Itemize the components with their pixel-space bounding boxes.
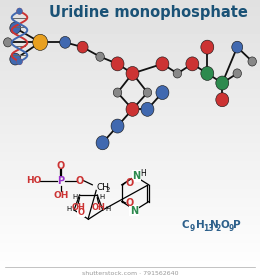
- Circle shape: [111, 119, 124, 133]
- Text: 13: 13: [203, 224, 214, 233]
- Text: O: O: [125, 178, 134, 188]
- Circle shape: [126, 66, 139, 80]
- Circle shape: [33, 34, 48, 50]
- Text: O: O: [76, 176, 84, 186]
- Text: N: N: [132, 171, 141, 181]
- Circle shape: [16, 8, 23, 15]
- Circle shape: [173, 69, 182, 78]
- Circle shape: [141, 102, 154, 116]
- Text: O: O: [57, 161, 65, 171]
- Text: Uridine monophosphate: Uridine monophosphate: [49, 5, 248, 20]
- Text: 2: 2: [106, 187, 110, 193]
- Circle shape: [233, 69, 242, 78]
- Circle shape: [156, 57, 169, 71]
- Text: N: N: [210, 220, 219, 230]
- Circle shape: [10, 22, 21, 34]
- Text: C: C: [182, 220, 190, 230]
- Circle shape: [201, 40, 214, 54]
- Text: 9: 9: [228, 224, 233, 233]
- Text: HO: HO: [26, 176, 42, 185]
- Text: O: O: [220, 220, 229, 230]
- Circle shape: [4, 38, 12, 47]
- Circle shape: [186, 57, 199, 71]
- Circle shape: [60, 36, 71, 48]
- Circle shape: [16, 58, 23, 65]
- Circle shape: [16, 8, 23, 15]
- Text: H: H: [105, 206, 110, 212]
- Text: N: N: [130, 206, 138, 216]
- Circle shape: [201, 66, 214, 80]
- Text: CH: CH: [96, 183, 109, 192]
- Text: H: H: [196, 220, 204, 230]
- Circle shape: [126, 102, 139, 116]
- Text: H: H: [66, 206, 72, 212]
- Text: OH: OH: [53, 191, 69, 200]
- Text: OH: OH: [92, 203, 106, 212]
- Circle shape: [216, 76, 229, 90]
- Text: P: P: [233, 220, 241, 230]
- Text: P: P: [57, 176, 65, 186]
- Circle shape: [96, 136, 109, 150]
- Text: O: O: [125, 198, 134, 208]
- Circle shape: [232, 41, 243, 53]
- Circle shape: [111, 57, 124, 71]
- Text: shutterstock.com · 791562640: shutterstock.com · 791562640: [82, 271, 178, 276]
- Circle shape: [16, 58, 23, 65]
- Text: H: H: [72, 194, 77, 200]
- Text: 9: 9: [190, 224, 195, 233]
- Circle shape: [156, 86, 169, 100]
- Circle shape: [10, 53, 21, 65]
- Circle shape: [143, 88, 152, 97]
- Text: OH: OH: [71, 203, 85, 212]
- Text: H: H: [99, 194, 105, 200]
- Circle shape: [248, 57, 256, 66]
- Text: H: H: [140, 169, 146, 178]
- Circle shape: [77, 41, 88, 53]
- Circle shape: [216, 93, 229, 107]
- Text: O: O: [78, 208, 85, 217]
- Text: 2: 2: [216, 224, 221, 233]
- Circle shape: [113, 88, 122, 97]
- Circle shape: [96, 52, 104, 61]
